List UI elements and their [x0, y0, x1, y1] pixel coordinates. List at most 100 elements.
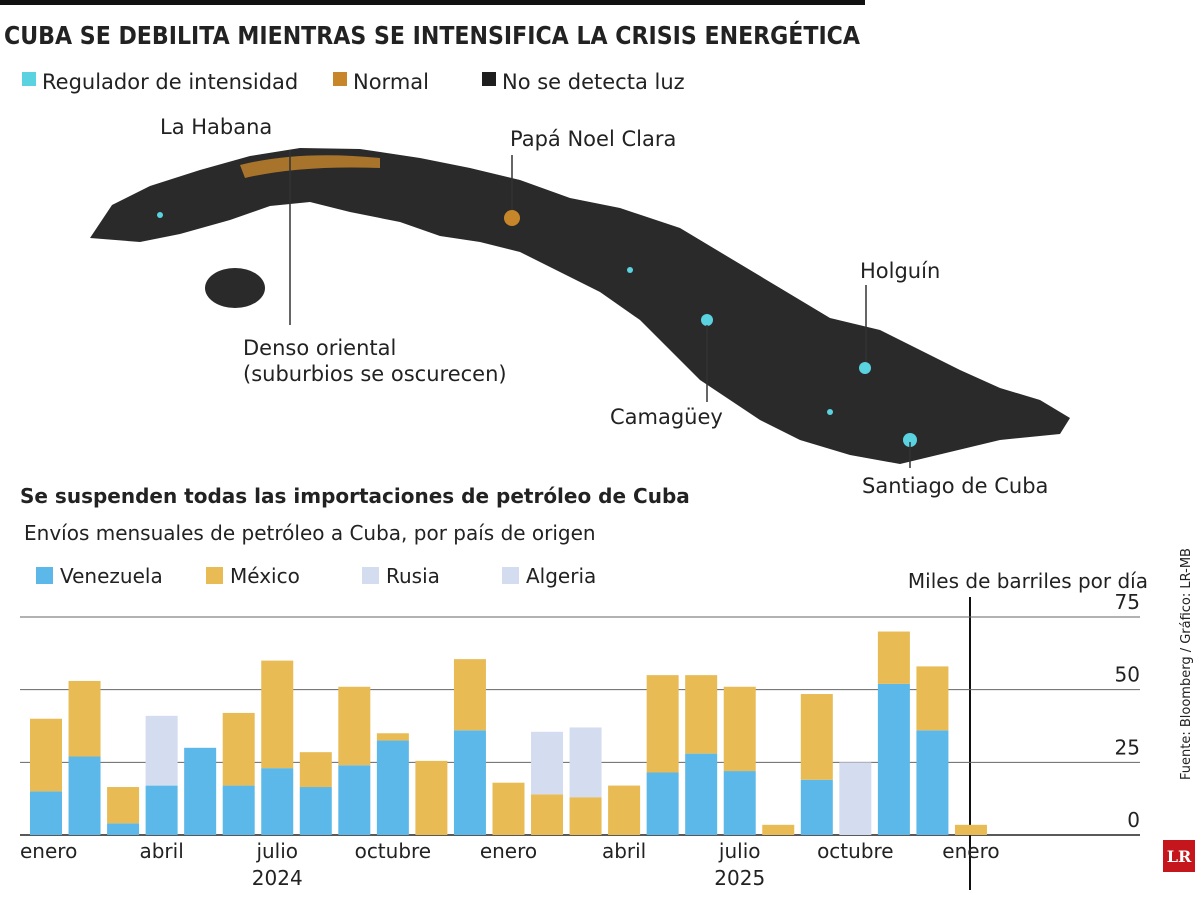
bar-segment — [569, 727, 602, 798]
x-tick-label: enero — [480, 839, 537, 863]
legend-swatch — [22, 72, 36, 86]
legend-label: México — [230, 564, 300, 588]
bar-segment — [916, 730, 949, 835]
bar-segment — [569, 797, 602, 835]
bar-segment — [68, 756, 101, 835]
legend-swatch — [362, 567, 379, 584]
city-light — [903, 433, 917, 447]
bar-segment — [30, 718, 62, 792]
x-tick-label: enero — [942, 839, 999, 863]
bar-segment — [723, 771, 756, 835]
x-tick-sublabel: 2024 — [252, 866, 303, 890]
map-label: (suburbios se oscurecen) — [243, 362, 507, 386]
bar-segment — [453, 659, 486, 731]
logo-box — [1163, 840, 1195, 872]
y-tick-label: 50 — [1115, 663, 1140, 687]
legend-swatch — [482, 72, 496, 86]
map-label: Camagüey — [610, 405, 723, 429]
x-tick-label: octubre — [817, 839, 894, 863]
cuba-island — [90, 148, 1070, 464]
legend-label: Venezuela — [60, 564, 163, 588]
x-tick-label: enero — [20, 839, 77, 863]
bar-segment — [916, 666, 949, 731]
isla-juventud — [205, 268, 265, 308]
legend-swatch — [206, 567, 223, 584]
x-tick-label: julio — [255, 839, 298, 863]
bar-segment — [184, 747, 217, 835]
bar-segment — [415, 760, 448, 835]
bar-segment — [723, 686, 756, 772]
bar-segment — [68, 680, 101, 757]
bar-segment — [608, 785, 641, 835]
map-label: Holguín — [860, 259, 940, 283]
map-label: Papá Noel Clara — [510, 127, 676, 151]
bar-segment — [685, 675, 718, 754]
bar-segment — [222, 712, 255, 786]
bar-segment — [299, 752, 332, 788]
bar-segment — [338, 765, 371, 835]
bar-segment — [107, 787, 140, 824]
source: Fuente: Bloomberg / Gráfico: LR-MB — [1179, 548, 1194, 780]
bar-segment — [531, 794, 564, 835]
map-label: Santiago de Cuba — [862, 474, 1048, 498]
bar-segment — [800, 694, 833, 780]
bar-segment — [453, 730, 486, 835]
bar-segment — [145, 785, 178, 835]
bar-segment — [762, 824, 795, 835]
bar-segment — [376, 733, 409, 741]
city-light — [827, 409, 833, 415]
bar-segment — [30, 791, 62, 835]
city-light — [701, 314, 713, 326]
legend-label: Regulador de intensidad — [42, 70, 298, 94]
y-tick-label: 25 — [1115, 735, 1140, 759]
chart-subtitle: Envíos mensuales de petróleo a Cuba, por… — [24, 521, 596, 545]
legend-swatch — [36, 567, 53, 584]
chart-title: Se suspenden todas las importaciones de … — [20, 484, 690, 508]
legend-swatch — [333, 72, 347, 86]
havana-light — [240, 155, 380, 178]
legend-swatch — [502, 567, 519, 584]
bar-segment — [492, 782, 525, 835]
bar-segment — [531, 731, 564, 795]
bar-segment — [261, 768, 294, 835]
bar-segment — [376, 740, 409, 835]
bar-segment — [222, 785, 255, 835]
y-axis-label: Miles de barriles por día — [908, 569, 1148, 593]
x-tick-label: octubre — [355, 839, 432, 863]
city-light — [627, 267, 633, 273]
bar-segment — [954, 824, 987, 835]
legend-label: Rusia — [386, 564, 440, 588]
bar-segment — [685, 753, 718, 835]
title: CUBA SE DEBILITA MIENTRAS SE INTENSIFICA… — [4, 21, 861, 50]
bar-segment — [877, 631, 910, 684]
map: La Habana Papá Noel Clara Holguín Denso … — [90, 115, 1070, 498]
city-light — [157, 212, 163, 218]
x-tick-label: abril — [139, 839, 183, 863]
bar-segment — [261, 660, 294, 769]
x-tick-label: abril — [602, 839, 646, 863]
bar-segment — [107, 823, 140, 835]
legend-label: Normal — [353, 70, 429, 94]
leader-lines — [289, 150, 911, 468]
top-rule — [0, 0, 865, 5]
bar-segment — [839, 762, 872, 835]
city-light — [504, 210, 520, 226]
bar-segment — [800, 779, 833, 835]
y-tick-label: 75 — [1115, 590, 1140, 614]
bar-segment — [338, 686, 371, 766]
map-label: La Habana — [160, 115, 272, 139]
legend-label: Algeria — [526, 564, 596, 588]
bar-segment — [299, 787, 332, 835]
x-tick-label: julio — [718, 839, 761, 863]
bar-segment — [646, 772, 679, 835]
y-tick-label: 0 — [1127, 808, 1140, 832]
city-light — [859, 362, 871, 374]
bar-segment — [646, 675, 679, 773]
legend-label: No se detecta luz — [502, 70, 685, 94]
bar-segment — [877, 683, 910, 835]
bar-segment — [145, 715, 178, 786]
logo: LR — [1167, 847, 1192, 866]
map-label: Denso oriental — [243, 336, 396, 360]
x-tick-sublabel: 2025 — [714, 866, 765, 890]
